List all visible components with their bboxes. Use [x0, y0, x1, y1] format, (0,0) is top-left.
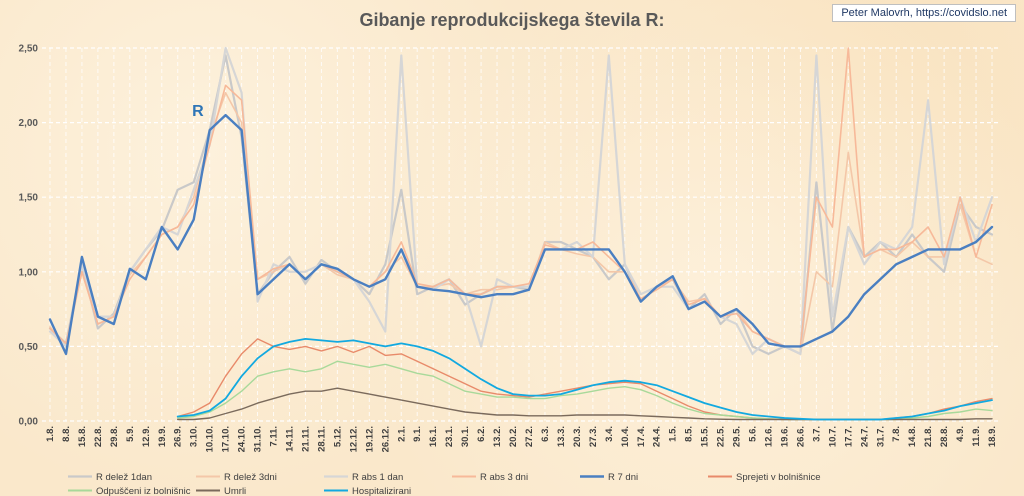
x-tick-label: 28.8.	[939, 426, 950, 447]
y-tick-label: 2,00	[19, 118, 39, 129]
series-line-odpu-eni-iz-bolni-nic	[177, 360, 993, 421]
x-tick-label: 10.4.	[620, 426, 631, 447]
x-tick-label: 15.8.	[77, 426, 88, 447]
x-tick-label: 27.2.	[524, 426, 535, 447]
y-tick-label: 1,00	[19, 267, 39, 278]
x-tick-label: 2.1.	[396, 426, 407, 442]
x-tick-label: 6.2.	[476, 426, 487, 442]
x-tick-label: 31.7.	[875, 426, 886, 447]
x-tick-label: 6.3.	[540, 426, 551, 442]
x-tick-label: 24.4.	[652, 426, 663, 447]
x-tick-label: 1.5.	[668, 426, 679, 442]
x-tick-label: 26.6.	[795, 426, 806, 447]
x-tick-label: 26.12.	[380, 426, 391, 452]
x-tick-label: 8.5.	[684, 426, 695, 442]
legend-label: R abs 3 dni	[480, 472, 528, 483]
x-tick-label: 3.4.	[604, 426, 615, 442]
legend-label: Sprejeti v bolnišnice	[736, 472, 821, 483]
y-tick-label: 0,00	[19, 417, 39, 428]
x-tick-label: 7.11.	[269, 426, 280, 447]
x-tick-label: 14.8.	[907, 426, 918, 447]
series-line-r-dele-1dan	[48, 54, 994, 355]
x-tick-label: 24.10.	[237, 426, 248, 452]
x-tick-label: 17.10.	[221, 426, 232, 452]
legend-label: R 7 dni	[608, 472, 638, 483]
x-tick-label: 3.10.	[189, 426, 200, 447]
x-tick-label: 8.8.	[61, 426, 72, 442]
x-tick-label: 20.3.	[572, 426, 583, 447]
x-tick-label: 13.2.	[492, 426, 503, 447]
legend-label: R delež 3dni	[224, 472, 277, 483]
series-line-hospitalizirani	[176, 338, 993, 421]
x-tick-label: 11.9.	[971, 426, 982, 447]
x-tick-label: 10.10.	[205, 426, 216, 452]
x-tick-label: 27.3.	[588, 426, 599, 447]
x-tick-label: 16.1.	[428, 426, 439, 447]
x-tick-label: 22.8.	[93, 426, 104, 447]
x-tick-label: 30.1.	[460, 426, 471, 447]
x-tick-label: 18.9.	[987, 426, 998, 447]
x-tick-label: 17.4.	[636, 426, 647, 447]
chart-title: Gibanje reprodukcijskega števila R:	[359, 10, 665, 30]
x-tick-label: 21.11.	[300, 426, 311, 452]
x-tick-label: 26.9.	[173, 426, 184, 447]
series-line-r-abs-3-dni	[49, 47, 993, 348]
x-tick-label: 17.7.	[843, 426, 854, 447]
x-tick-label: 29.8.	[109, 426, 120, 447]
x-tick-label: 12.12.	[348, 426, 359, 452]
author-credit: Peter Malovrh, https://covidslo.net	[832, 4, 1016, 22]
series-line-sprejeti-v-bolni-nice	[177, 338, 993, 421]
legend-label: R abs 1 dan	[352, 472, 403, 483]
legend-label: Umrli	[224, 486, 246, 496]
x-tick-label: 5.6.	[748, 426, 759, 442]
x-tick-label: 12.9.	[141, 426, 152, 447]
x-tick-label: 1.8.	[45, 426, 56, 442]
x-tick-label: 24.7.	[859, 426, 870, 447]
x-tick-label: 12.6.	[763, 426, 774, 447]
x-tick-label: 14.11.	[284, 426, 295, 452]
y-tick-label: 2,50	[19, 44, 39, 55]
x-tick-label: 29.5.	[732, 426, 743, 447]
x-tick-label: 28.11.	[316, 426, 327, 452]
x-tick-label: 5.12.	[332, 426, 343, 447]
x-tick-label: 15.5.	[700, 426, 711, 447]
x-tick-label: 20.2.	[508, 426, 519, 447]
legend-label: Hospitalizirani	[352, 486, 411, 496]
x-tick-label: 19.6.	[779, 426, 790, 447]
x-tick-label: 22.5.	[716, 426, 727, 447]
series-line-r-7-dni	[48, 113, 994, 356]
x-tick-label: 13.3.	[556, 426, 567, 447]
x-tick-label: 5.9.	[125, 426, 136, 442]
x-tick-label: 7.8.	[891, 426, 902, 442]
x-tick-label: 19.9.	[157, 426, 168, 447]
x-tick-label: 21.8.	[923, 426, 934, 447]
y-tick-label: 1,50	[19, 193, 39, 204]
x-tick-label: 31.10.	[253, 426, 264, 452]
x-tick-label: 10.7.	[827, 426, 838, 447]
x-tick-label: 23.1.	[444, 426, 455, 447]
x-tick-label: 4.9.	[955, 426, 966, 442]
r-annotation: R	[192, 103, 204, 120]
x-tick-label: 3.7.	[811, 426, 822, 442]
y-tick-label: 0,50	[19, 342, 39, 353]
x-tick-label: 19.12.	[364, 426, 375, 452]
legend-label: R delež 1dan	[96, 472, 152, 483]
legend-label: Odpuščeni iz bolnišnic	[96, 486, 191, 496]
x-tick-label: 9.1.	[412, 426, 423, 442]
